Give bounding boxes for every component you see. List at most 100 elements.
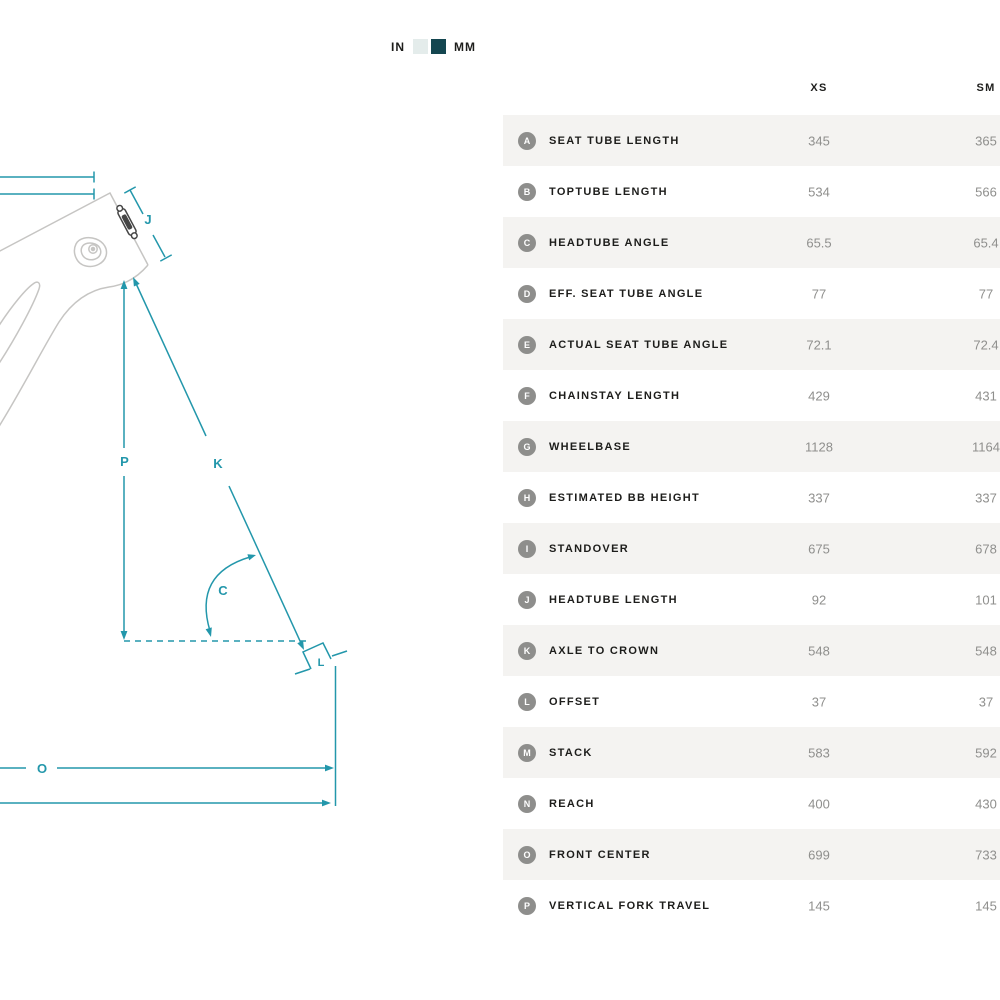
units-in-label: IN [391, 39, 405, 54]
cable-port-outline [73, 236, 108, 268]
row-value-sm: 566 [975, 184, 997, 199]
dim-label-l: L [318, 657, 325, 669]
units-switch[interactable] [413, 39, 446, 54]
dim-label-k: K [213, 456, 223, 471]
column-header-xs: XS [810, 82, 828, 94]
row-label: ACTUAL SEAT TUBE ANGLE [549, 338, 729, 351]
table-row: H ESTIMATED BB HEIGHT 337 337 [503, 472, 1000, 523]
c-label-mask [215, 582, 231, 597]
geometry-table: XS SM A SEAT TUBE LENGTH 345 365 B TOPTU… [503, 66, 1000, 931]
row-value-xs: 429 [808, 388, 830, 403]
row-letter-badge: A [518, 131, 536, 150]
row-value-sm: 733 [975, 847, 997, 862]
row-label: ESTIMATED BB HEIGHT [549, 491, 700, 504]
row-value-sm: 678 [975, 541, 997, 556]
dim-k-line1 [135, 283, 207, 437]
headtube-component-icon [116, 204, 138, 240]
arrow-p-up [120, 280, 128, 289]
arrow-k-up [133, 277, 140, 287]
row-letter-badge: C [518, 233, 536, 252]
arrow-p-down [120, 631, 128, 640]
row-label: AXLE TO CROWN [549, 644, 660, 657]
table-row: B TOPTUBE LENGTH 534 566 [503, 166, 1000, 217]
row-value-xs: 65.5 [806, 235, 832, 250]
row-value-xs: 534 [808, 184, 830, 199]
row-label: EFF. SEAT TUBE ANGLE [549, 287, 704, 300]
row-value-xs: 345 [808, 133, 830, 148]
units-toggle-bar: IN MM [391, 39, 476, 54]
row-value-sm: 101 [975, 592, 997, 607]
row-value-sm: 37 [978, 694, 994, 709]
geometry-table-rows: A SEAT TUBE LENGTH 345 365 B TOPTUBE LEN… [503, 115, 1000, 931]
row-value-sm: 548 [975, 643, 997, 658]
row-value-xs: 77 [811, 286, 827, 301]
row-letter-badge: E [518, 335, 536, 354]
row-label: SEAT TUBE LENGTH [549, 134, 680, 147]
table-row: A SEAT TUBE LENGTH 345 365 [503, 115, 1000, 166]
arrow-c-bottom [205, 627, 212, 637]
row-label: FRONT CENTER [549, 848, 651, 861]
cable-port-bolt-dot [90, 246, 96, 252]
row-letter-badge: P [518, 896, 536, 915]
row-value-xs: 37 [811, 694, 827, 709]
table-row: E ACTUAL SEAT TUBE ANGLE 72.1 72.4 [503, 319, 1000, 370]
table-row: F CHAINSTAY LENGTH 429 431 [503, 370, 1000, 421]
row-label: REACH [549, 797, 595, 810]
row-value-xs: 1128 [805, 439, 833, 454]
row-value-sm: 1164 [972, 439, 1000, 454]
row-value-xs: 548 [808, 643, 830, 658]
row-letter-badge: B [518, 182, 536, 201]
table-row: M STACK 583 592 [503, 727, 1000, 778]
row-value-sm: 337 [975, 490, 997, 505]
frame-outline [0, 191, 149, 427]
row-value-xs: 92 [811, 592, 827, 607]
dim-k-line2 [228, 485, 302, 643]
arrow-k-down [297, 640, 304, 650]
dim-label-j: J [144, 212, 151, 227]
row-letter-badge: J [518, 590, 536, 609]
bike-geometry-diagram: J P K C L O [0, 171, 348, 807]
units-switch-in-segment[interactable] [413, 39, 428, 54]
table-row: K AXLE TO CROWN 548 548 [503, 625, 1000, 676]
dim-label-o: O [37, 761, 47, 776]
row-value-sm: 145 [975, 898, 997, 913]
table-row: D EFF. SEAT TUBE ANGLE 77 77 [503, 268, 1000, 319]
row-label: TOPTUBE LENGTH [549, 185, 668, 198]
row-letter-badge: H [518, 488, 536, 507]
units-switch-mm-segment[interactable] [431, 39, 446, 54]
row-label: WHEELBASE [549, 440, 631, 453]
row-value-sm: 365 [975, 133, 997, 148]
row-value-sm: 430 [975, 796, 997, 811]
frame-lower-edge [0, 264, 149, 427]
dim-j-line2 [152, 234, 166, 258]
row-value-xs: 72.1 [806, 337, 832, 352]
dim-label-p: P [120, 454, 129, 469]
table-row: C HEADTUBE ANGLE 65.5 65.4 [503, 217, 1000, 268]
units-mm-label: MM [454, 39, 476, 54]
row-letter-badge: L [518, 692, 536, 711]
row-label: OFFSET [549, 695, 601, 708]
cable-port-bolt [88, 244, 98, 254]
row-letter-badge: O [518, 845, 536, 864]
dimension-arrowheads [120, 277, 334, 807]
row-value-xs: 675 [808, 541, 830, 556]
row-letter-badge: M [518, 743, 536, 762]
table-row: L OFFSET 37 37 [503, 676, 1000, 727]
dim-l-tick1 [294, 668, 311, 675]
table-row: P VERTICAL FORK TRAVEL 145 145 [503, 880, 1000, 931]
table-row: J HEADTUBE LENGTH 92 101 [503, 574, 1000, 625]
row-value-xs: 583 [808, 745, 830, 760]
geometry-table-header: XS SM [503, 66, 1000, 115]
dimension-lines [0, 171, 348, 806]
row-letter-badge: D [518, 284, 536, 303]
dim-label-c: C [218, 583, 228, 598]
table-row: O FRONT CENTER 699 733 [503, 829, 1000, 880]
row-value-sm: 72.4 [973, 337, 999, 352]
dim-j-line1 [129, 189, 144, 215]
row-letter-badge: K [518, 641, 536, 660]
arrow-bottom-right [322, 799, 331, 807]
dim-l-bracket [301, 642, 332, 670]
row-label: HEADTUBE LENGTH [549, 593, 678, 606]
row-letter-badge: F [518, 386, 536, 405]
row-label: STACK [549, 746, 593, 759]
